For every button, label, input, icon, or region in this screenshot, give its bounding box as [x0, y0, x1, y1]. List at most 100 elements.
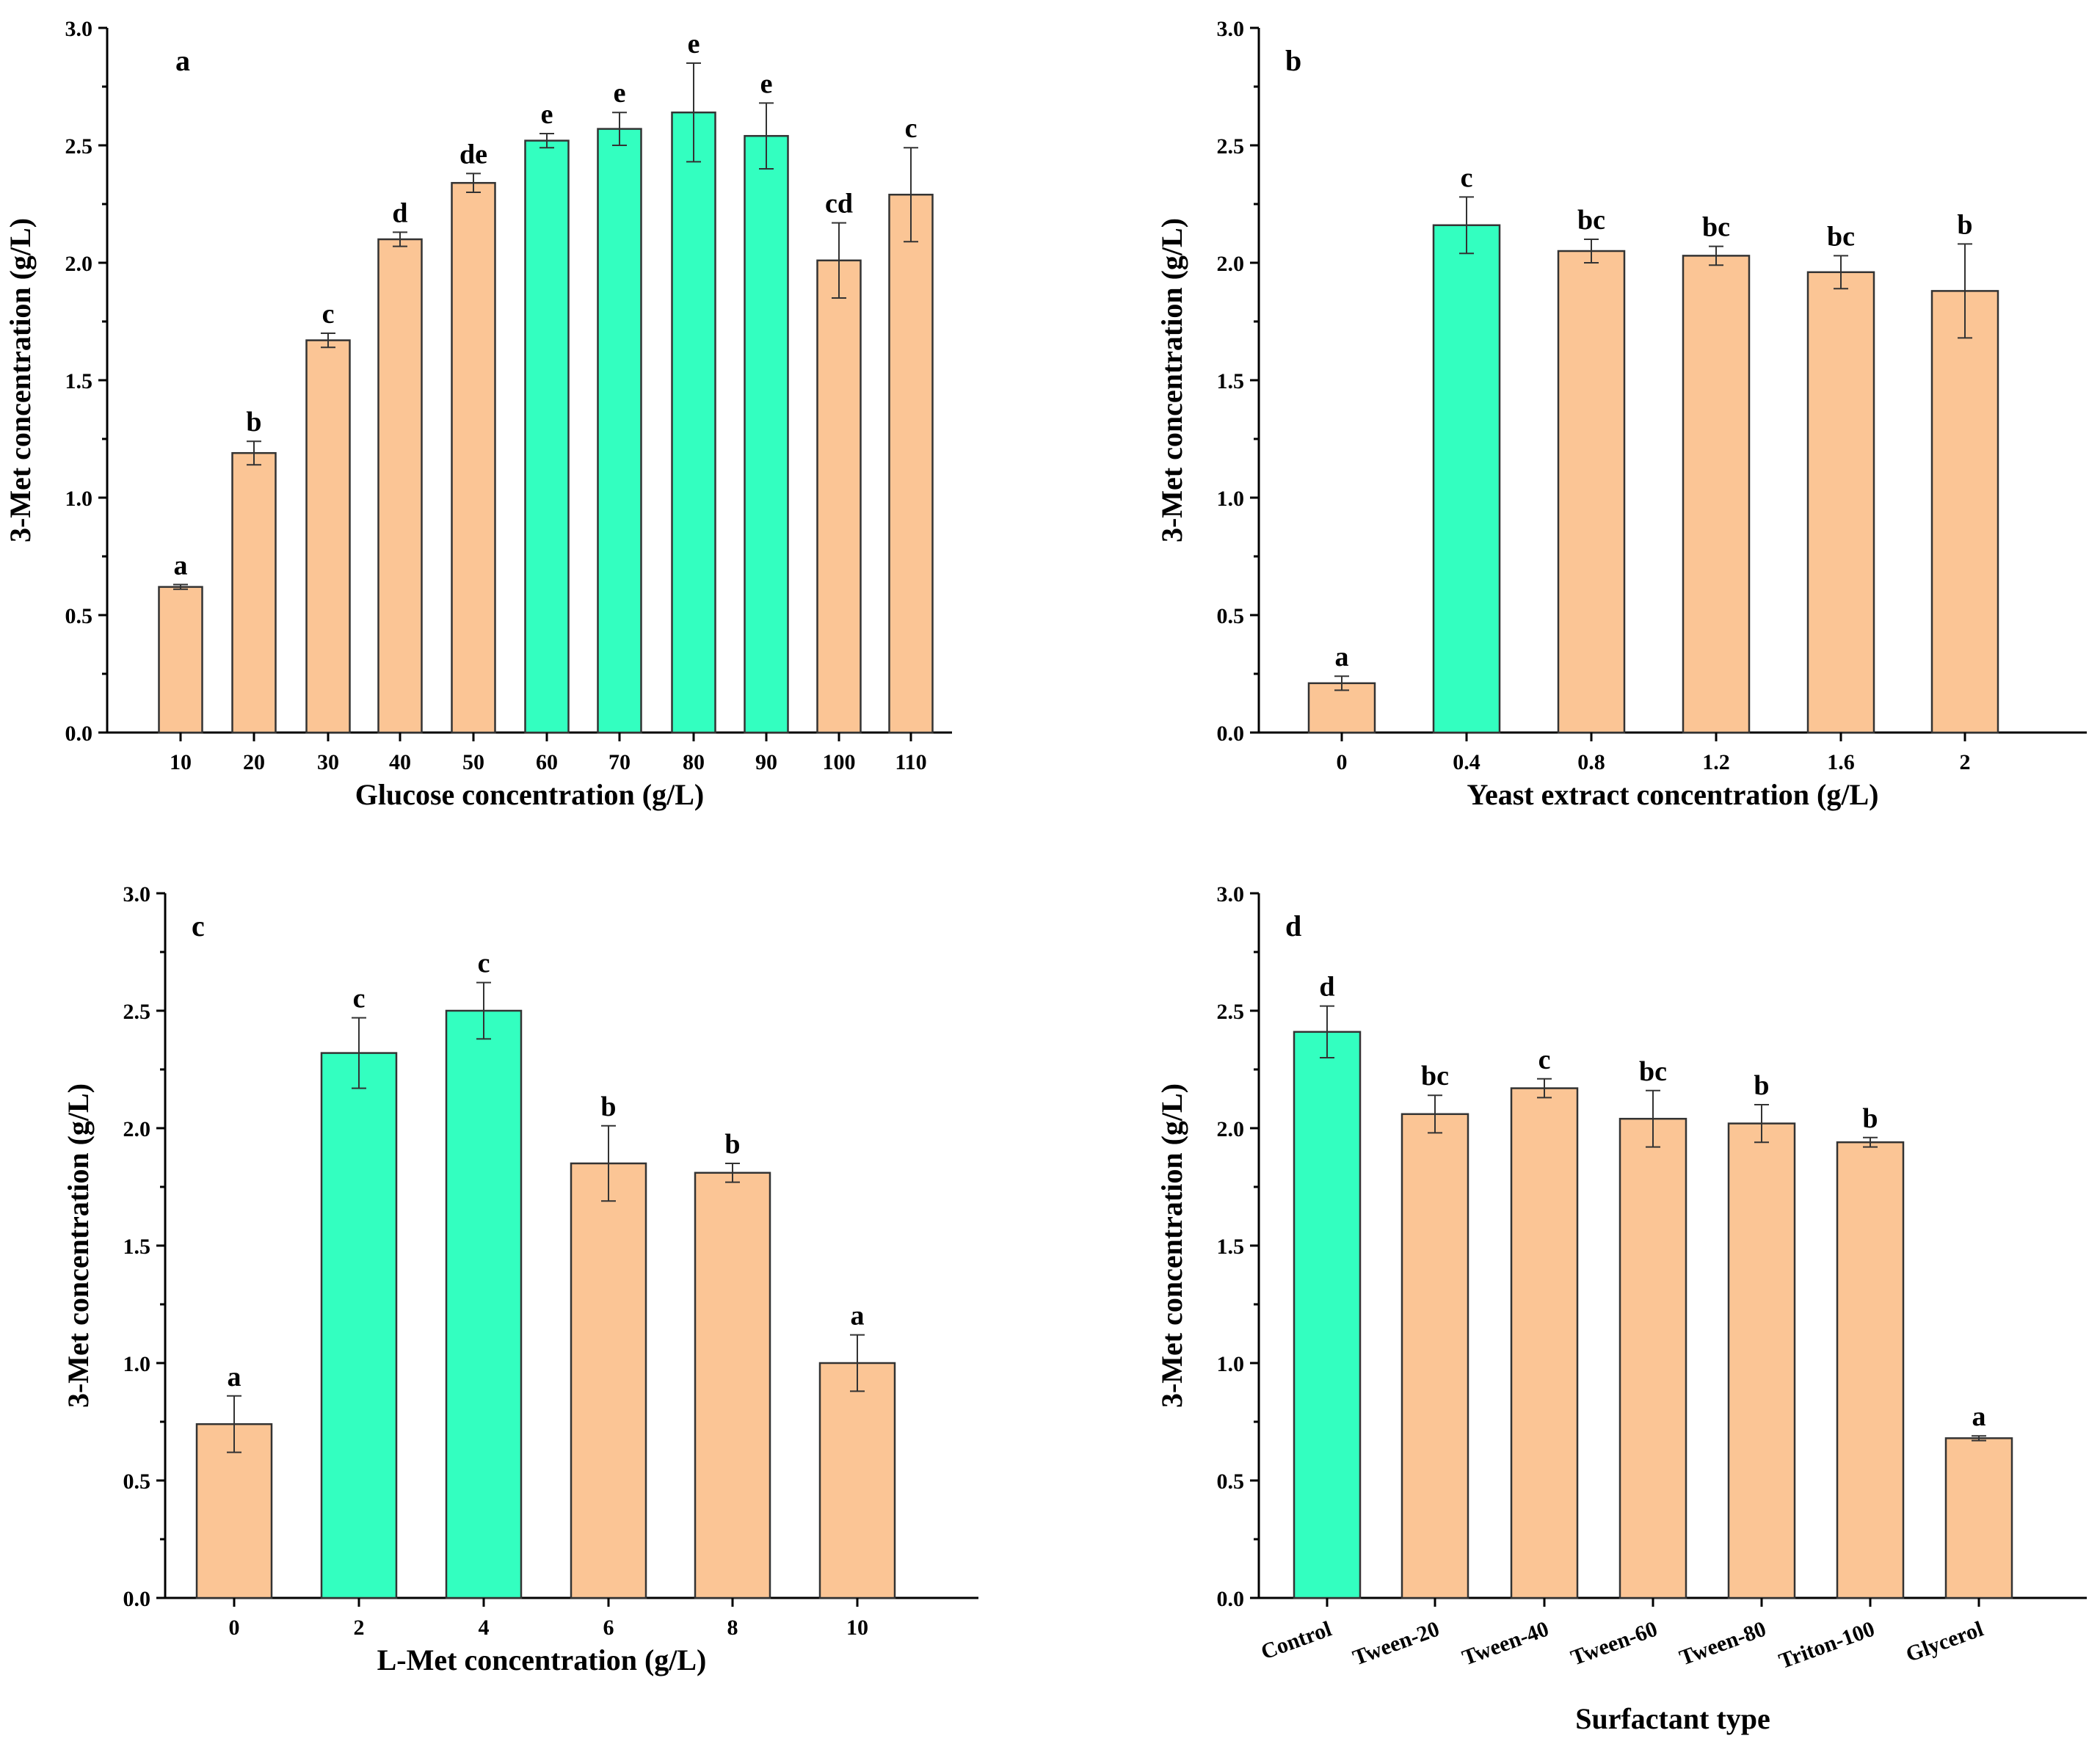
- significance-label: c: [1538, 1044, 1551, 1075]
- bar: [694, 1171, 771, 1599]
- y-tick-label: 2.5: [1217, 134, 1245, 159]
- x-tick-label: 4: [479, 1616, 490, 1640]
- panel-label: d: [1285, 909, 1301, 942]
- panel-a: 0.0 0.5 1.0 1.5 2.0 2.5 3.0 3-Met concentration…: [4, 17, 952, 811]
- x-tick-label: 110: [895, 750, 926, 774]
- bar: [1930, 290, 1999, 734]
- y-tick-label: 1.5: [1217, 1235, 1245, 1259]
- y-tick-label: 3.0: [1217, 17, 1245, 41]
- y-tick-label: 3.0: [1217, 882, 1245, 906]
- significance-label: e: [614, 78, 626, 109]
- bar: [305, 339, 351, 734]
- y-tick-label: 1.5: [65, 369, 93, 393]
- x-tick-label: 10: [170, 750, 192, 774]
- y-tick-label: 2.5: [123, 1000, 151, 1024]
- x-tick-label: Tween-60: [1568, 1617, 1661, 1671]
- y-tick-label: 3.0: [123, 882, 151, 906]
- y-axis-title: 3-Met concentration (g/L): [1155, 218, 1188, 542]
- x-axis-title: Surfactant type: [1575, 1702, 1770, 1735]
- x-tick-label: 90: [755, 750, 777, 774]
- significance-label: e: [688, 29, 700, 59]
- significance-label: bc: [1421, 1061, 1449, 1091]
- bar: [451, 181, 496, 734]
- x-tick-label: 40: [389, 750, 411, 774]
- x-axis-title: L-Met concentration (g/L): [377, 1643, 707, 1676]
- x-tick-label: 100: [823, 750, 856, 774]
- y-tick-label: 1.0: [65, 487, 93, 511]
- bar: [1510, 1087, 1579, 1599]
- significance-label: d: [392, 197, 407, 228]
- bar: [1432, 224, 1501, 734]
- x-tick-label: Glycerol: [1903, 1617, 1986, 1667]
- panel-label: a: [175, 44, 190, 77]
- significance-label: c: [322, 299, 335, 330]
- x-tick-label: Triton-100: [1776, 1617, 1878, 1674]
- y-tick-label: 2.0: [123, 1117, 151, 1141]
- x-tick-label: 30: [317, 750, 339, 774]
- x-tick-label: 10: [846, 1616, 868, 1640]
- x-tick-label: 70: [608, 750, 631, 774]
- bar: [671, 111, 716, 734]
- panel-d: 0.0 0.5 1.0 1.5 2.0 2.5 3.0 3-Met concentration…: [1155, 882, 2087, 1735]
- significance-label: b: [1862, 1103, 1878, 1134]
- x-tick-label: 50: [462, 750, 484, 774]
- x-tick-label: 80: [683, 750, 705, 774]
- x-tick-label: Tween-80: [1676, 1617, 1770, 1671]
- significance-label: bc: [1827, 221, 1855, 252]
- bar: [818, 1362, 896, 1599]
- significance-label: de: [459, 139, 487, 170]
- x-tick-label: 6: [603, 1616, 614, 1640]
- panel-label: c: [192, 909, 205, 942]
- x-tick-label: 8: [727, 1616, 738, 1640]
- x-tick-label: 2: [1960, 750, 1971, 774]
- y-tick-label: 0.5: [1217, 1469, 1245, 1494]
- significance-label: c: [478, 948, 490, 979]
- y-tick-label: 2.5: [1217, 1000, 1245, 1024]
- y-tick-label: 0.5: [123, 1469, 151, 1494]
- significance-label: bc: [1577, 205, 1605, 236]
- x-axis-title: Glucose concentration (g/L): [355, 778, 705, 811]
- bar: [1400, 1113, 1469, 1599]
- significance-label: a: [851, 1301, 865, 1331]
- bar: [816, 259, 862, 734]
- significance-label: b: [1754, 1070, 1769, 1101]
- x-tick-label: Control: [1258, 1617, 1335, 1665]
- significance-label: a: [1335, 642, 1349, 672]
- bar: [597, 128, 642, 734]
- significance-label: d: [1319, 972, 1334, 1003]
- y-tick-label: 0.5: [65, 604, 93, 628]
- bar: [570, 1162, 647, 1599]
- y-axis-title: 3-Met concentration (g/L): [4, 218, 37, 542]
- bar: [1944, 1437, 2013, 1599]
- y-tick-label: 2.0: [65, 252, 93, 276]
- significance-label: b: [600, 1091, 616, 1122]
- bar: [1806, 271, 1875, 734]
- y-axis-title: 3-Met concentration (g/L): [1155, 1083, 1188, 1408]
- x-tick-label: 1.2: [1702, 750, 1730, 774]
- significance-label: c: [905, 113, 918, 144]
- significance-label: e: [541, 99, 553, 130]
- significance-label: a: [1972, 1401, 1986, 1432]
- y-tick-label: 1.0: [123, 1352, 151, 1376]
- significance-label: bc: [1639, 1056, 1667, 1087]
- x-tick-label: 2: [354, 1616, 365, 1640]
- y-tick-label: 2.0: [1217, 1117, 1245, 1141]
- significance-label: c: [1461, 162, 1473, 193]
- x-tick-label: 20: [243, 750, 265, 774]
- panel-label: b: [1285, 44, 1301, 77]
- x-tick-label: 1.6: [1827, 750, 1855, 774]
- significance-label: cd: [825, 189, 853, 219]
- bar: [231, 451, 277, 734]
- y-tick-label: 1.5: [123, 1235, 151, 1259]
- y-tick-label: 0.0: [123, 1587, 151, 1611]
- significance-label: b: [246, 407, 261, 437]
- bar: [158, 586, 203, 734]
- y-tick-label: 1.0: [1217, 487, 1245, 511]
- bar: [1682, 255, 1751, 734]
- bar: [1727, 1122, 1796, 1599]
- significance-label: b: [1957, 209, 1972, 240]
- bar: [888, 193, 934, 734]
- bar: [1557, 250, 1626, 734]
- significance-label: e: [760, 68, 773, 99]
